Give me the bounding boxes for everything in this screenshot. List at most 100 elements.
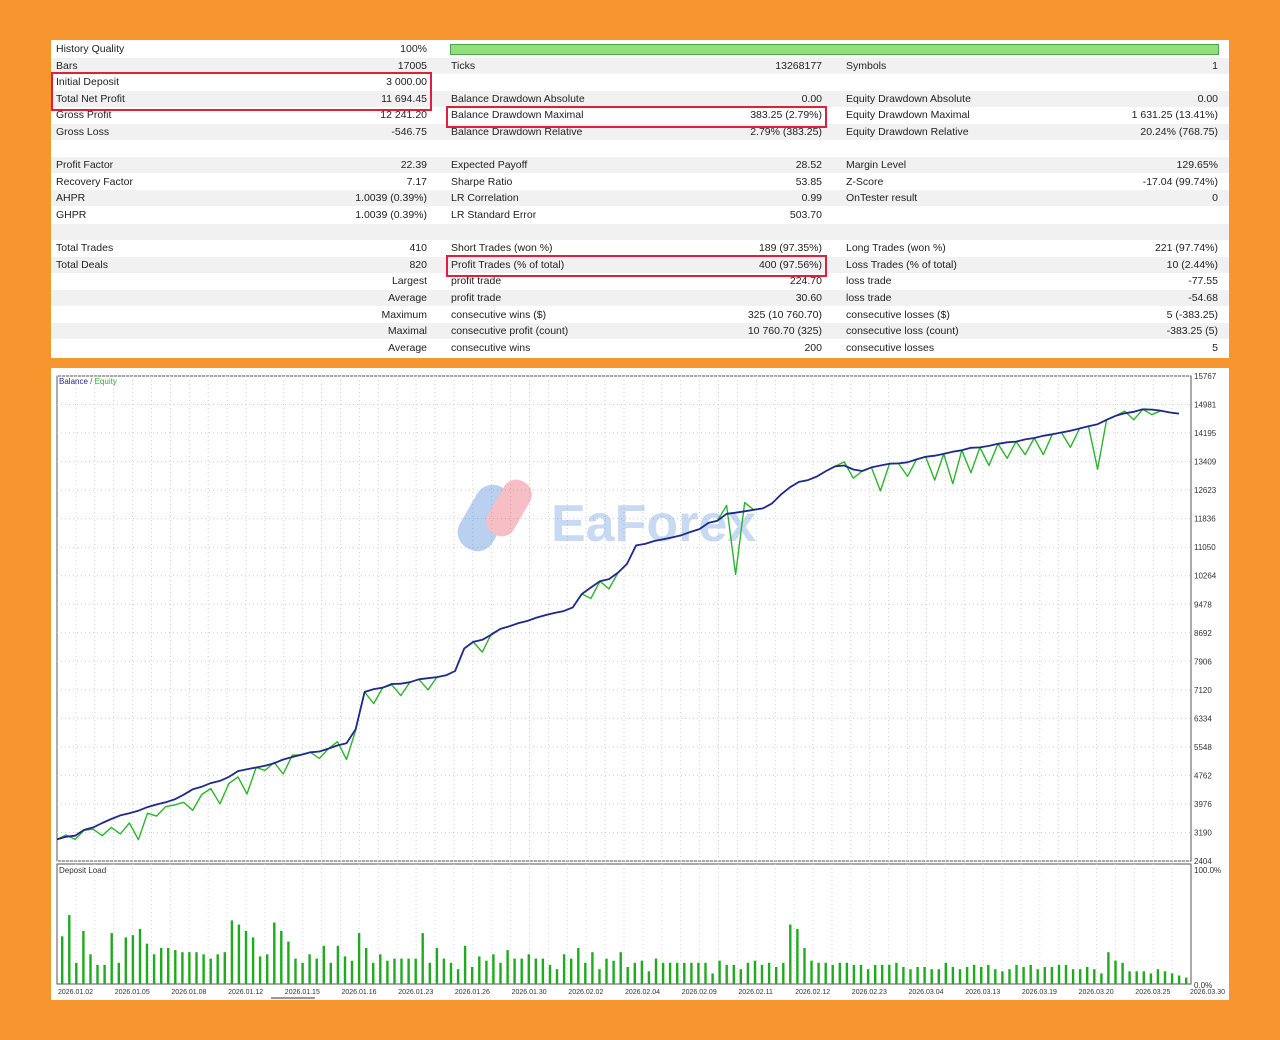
y-tick-label: 14195	[1194, 429, 1217, 438]
deposit-load-bar	[315, 958, 318, 984]
report-label: Expected Payoff	[451, 159, 528, 172]
deposit-load-bar	[746, 962, 750, 984]
deposit-load-bar	[471, 967, 474, 984]
deposit-load-bar	[711, 973, 714, 984]
report-value: 11 694.45	[381, 92, 427, 105]
deposit-load-bar	[209, 958, 212, 984]
x-tick-label: 2026.01.15	[285, 989, 320, 996]
deposit-load-bar	[89, 954, 92, 984]
x-tick-label: 2026.01.23	[398, 989, 433, 996]
report-label: consecutive profit (count)	[451, 325, 569, 338]
x-tick-label: 2026.01.02	[58, 989, 93, 996]
deposit-load-bar	[131, 935, 135, 984]
report-value: 383.25 (2.79%)	[750, 109, 822, 122]
report-value: 1.0039 (0.39%)	[355, 192, 427, 205]
report-value: 2.79% (383.25)	[750, 126, 822, 138]
deposit-load-bar	[379, 954, 382, 984]
deposit-load-bar	[393, 958, 396, 984]
x-tick-label: 2026.02.23	[852, 989, 887, 996]
deposit-load-bar	[506, 950, 509, 984]
x-tick-label: 2026.03.13	[965, 989, 1000, 996]
x-tick-label: 2026.03.20	[1079, 989, 1114, 996]
deposit-load-bar	[888, 964, 891, 984]
deposit-load-bar	[280, 931, 283, 984]
deposit-load-bar	[619, 952, 622, 984]
report-label: Total Trades	[56, 242, 114, 255]
deposit-load-bar	[1121, 962, 1124, 984]
report-value: Largest	[391, 275, 427, 288]
report-value: 53.85	[795, 175, 822, 188]
deposit-load-bar	[492, 954, 495, 984]
deposit-load-max-label: 100.0%	[1194, 866, 1221, 875]
deposit-load-bar	[987, 964, 990, 984]
deposit-load-bar	[463, 945, 467, 984]
report-label: GHPR	[56, 209, 87, 221]
deposit-load-bar	[103, 964, 106, 984]
legend-entry: Balance	[59, 377, 88, 386]
watermark-logo	[457, 479, 532, 552]
deposit-load-bar	[916, 967, 919, 984]
y-tick-label: 6334	[1194, 714, 1212, 723]
deposit-load-bar	[1043, 967, 1046, 984]
deposit-load-bar	[251, 937, 255, 984]
deposit-load-bar	[577, 948, 580, 984]
deposit-load-bar	[124, 937, 127, 984]
chart-panel: 15767 14981 14195 13409 12623 11836 11050 10264…	[51, 368, 1229, 1000]
report-row: Total Deals 820 Profit Trades (% of total)…	[51, 256, 1229, 273]
deposit-load-bar	[1079, 969, 1082, 984]
deposit-load-bar	[1050, 967, 1054, 984]
deposit-load-bar	[308, 954, 311, 984]
deposit-load-bar	[435, 948, 439, 984]
deposit-load-bar	[195, 952, 198, 984]
deposit-load-bar	[584, 962, 587, 984]
deposit-load-bar	[562, 954, 566, 984]
deposit-load-bar	[555, 969, 559, 984]
deposit-load-bar	[117, 962, 120, 984]
report-label: Ticks	[451, 59, 476, 72]
deposit-load-bar	[520, 958, 523, 984]
y-tick-label: 13409	[1194, 458, 1217, 467]
deposit-load-bar	[767, 962, 771, 984]
y-tick-label: 2404	[1194, 857, 1212, 866]
report-label: Bars	[56, 59, 78, 72]
report-value: 17005	[397, 59, 427, 72]
x-tick-label: 2026.02.02	[568, 989, 603, 996]
deposit-load-bar	[852, 964, 856, 984]
deposit-load-bar	[654, 958, 658, 984]
report-row: Bars 17005 Ticks 13268177 Symbols 1	[51, 57, 1229, 74]
deposit-load-bar	[845, 962, 849, 984]
deposit-load-bar	[958, 969, 962, 984]
deposit-load-bar	[668, 962, 672, 984]
x-tick-label: 2026.02.09	[682, 989, 717, 996]
deposit-load-bar	[152, 954, 156, 984]
deposit-load-bar	[824, 962, 827, 984]
deposit-load-bar	[697, 962, 700, 984]
deposit-load-bar	[202, 954, 205, 984]
deposit-load-bar	[909, 969, 912, 984]
deposit-load-bar	[1071, 969, 1075, 984]
deposit-load-bar	[775, 967, 778, 984]
deposit-load-bar	[980, 967, 983, 984]
report-value: Maximum	[381, 308, 427, 321]
deposit-load-bar	[937, 969, 940, 984]
deposit-load-bar	[68, 915, 71, 984]
deposit-load-bar	[1015, 964, 1018, 984]
report-label: loss trade	[846, 275, 892, 288]
report-value: 200	[804, 341, 822, 354]
report-value: 503.70	[789, 209, 822, 221]
deposit-load-bar	[1022, 967, 1025, 984]
deposit-load-bar	[82, 931, 85, 984]
report-label: Total Net Profit	[56, 92, 125, 105]
deposit-load-bar	[258, 956, 262, 984]
deposit-load-bar	[527, 954, 530, 984]
report-label: LR Correlation	[451, 192, 519, 205]
deposit-load-bar	[1135, 971, 1138, 984]
x-tick-label: 2026.01.05	[115, 989, 150, 996]
deposit-load-bar	[859, 964, 863, 984]
deposit-load-bar	[1170, 973, 1174, 984]
report-label: Profit Trades (% of total)	[451, 258, 565, 271]
report-row: Profit Factor 22.39 Expected Payoff 28.52 Ma…	[51, 157, 1229, 174]
deposit-load-bar	[478, 956, 481, 984]
report-value: 20.24% (768.75)	[1140, 126, 1218, 138]
y-tick-label: 11836	[1194, 515, 1216, 524]
